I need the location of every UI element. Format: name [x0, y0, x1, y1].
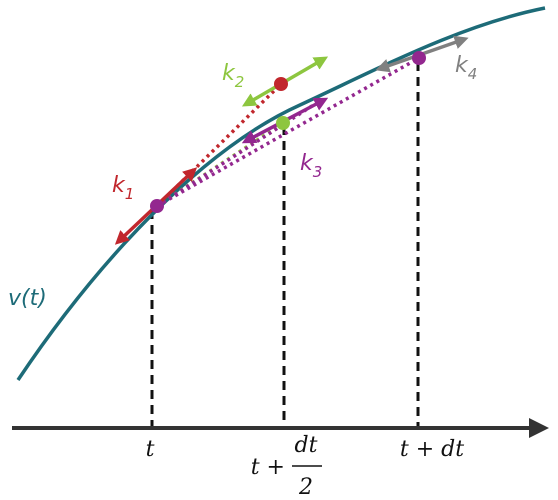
tick-half-lead: t + — [251, 455, 285, 480]
point-t — [150, 199, 164, 213]
k1-label: k1 — [112, 173, 134, 203]
k2-label: k2 — [222, 61, 244, 91]
slope-arrows — [114, 35, 469, 245]
curve-label: v(t) — [8, 286, 47, 311]
k3-label: k3 — [300, 151, 322, 181]
k3-projection-short — [156, 102, 316, 208]
k4-label: k4 — [455, 53, 477, 83]
tick-half-den: 2 — [298, 475, 313, 500]
point-k3 — [276, 116, 290, 130]
tick-full: t + dt — [400, 437, 464, 462]
point-k2 — [274, 77, 288, 91]
tick-t: t — [146, 437, 155, 462]
k3-projection — [156, 56, 420, 208]
guides — [150, 62, 420, 426]
tick-half-num: dt — [295, 433, 318, 458]
point-k4 — [412, 51, 426, 65]
